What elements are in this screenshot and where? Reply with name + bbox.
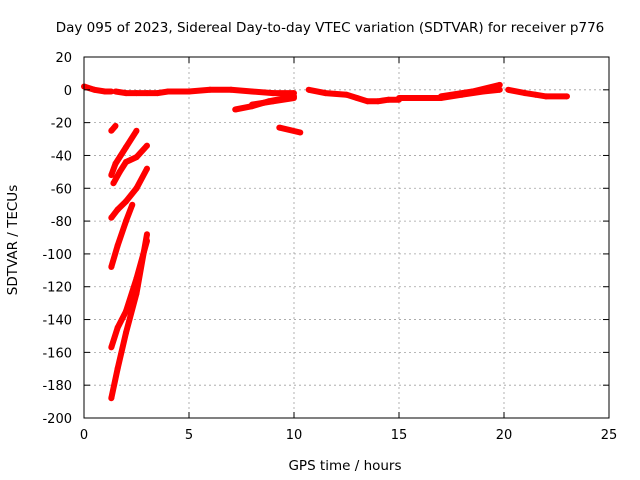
data-point	[469, 88, 476, 95]
data-point	[144, 231, 150, 238]
data-track-0	[83, 83, 112, 95]
data-point	[505, 86, 512, 93]
data-point	[322, 90, 329, 97]
data-point	[543, 93, 549, 100]
data-point	[144, 165, 150, 172]
data-point	[123, 308, 129, 315]
data-point	[270, 98, 276, 105]
data-point	[123, 218, 129, 225]
data-point	[249, 101, 255, 108]
data-point	[270, 90, 276, 97]
data-point	[496, 81, 503, 88]
data-point	[438, 93, 444, 100]
data-point	[385, 96, 392, 103]
y-tick-label: -20	[51, 117, 72, 132]
x-tick-label: 0	[80, 428, 88, 443]
data-point	[123, 144, 129, 151]
data-point	[133, 90, 140, 97]
data-point	[375, 98, 381, 105]
data-point	[102, 88, 108, 95]
x-tick-label: 20	[496, 428, 513, 443]
data-point	[564, 93, 570, 100]
data-point	[114, 365, 121, 372]
x-tick-label: 25	[601, 428, 618, 443]
y-tick-label: -40	[51, 149, 72, 164]
data-point	[114, 324, 121, 331]
axis-ticks: 0 5 10 15 20 25 20 0 -20 -40 -60 -80 -100 -120 -140 -16…	[42, 51, 617, 443]
data-point	[305, 86, 312, 93]
data-track-5	[308, 86, 399, 105]
y-tick-label: -80	[51, 215, 72, 230]
x-axis-label: GPS time / hours	[288, 458, 401, 474]
data-point	[207, 86, 213, 93]
x-tick-label: 10	[286, 428, 303, 443]
data-point	[276, 124, 283, 131]
x-tick-label: 15	[391, 428, 408, 443]
data-point	[91, 86, 98, 93]
chart-title: Day 095 of 2023, Sidereal Day-to-day VTE…	[56, 20, 605, 36]
y-tick-label: -60	[51, 182, 72, 197]
y-tick-label: -120	[42, 281, 72, 296]
data-track-10	[108, 129, 140, 177]
y-tick-label: -100	[42, 248, 72, 263]
data-point	[343, 91, 350, 98]
y-axis-label: SDTVAR / TECUs	[5, 185, 21, 295]
data-track-13	[108, 203, 136, 268]
y-tick-label: 0	[64, 84, 72, 99]
data-point	[112, 160, 119, 167]
data-point	[249, 88, 255, 95]
data-point	[228, 86, 234, 93]
data-point	[165, 88, 171, 95]
data-point	[232, 106, 239, 113]
data-point	[532, 91, 539, 98]
y-tick-label: -160	[42, 346, 72, 361]
data-point	[108, 214, 115, 221]
data-point	[108, 127, 115, 134]
data-point	[364, 98, 371, 105]
data-point	[108, 344, 115, 351]
data-track-1	[115, 86, 294, 97]
data-track-4	[278, 124, 301, 136]
data-point	[144, 90, 150, 97]
data-point	[354, 95, 360, 101]
y-tick-label: -180	[42, 379, 72, 394]
data-point	[522, 90, 528, 97]
y-tick-label: 20	[55, 51, 72, 66]
grid	[84, 57, 609, 418]
data-point	[186, 88, 192, 95]
data-point	[110, 180, 117, 187]
data-point	[133, 290, 140, 297]
data-point	[123, 159, 129, 165]
data-point	[133, 127, 140, 134]
data-point	[112, 88, 119, 95]
data-point	[108, 172, 115, 179]
data-point	[144, 142, 150, 149]
data-point	[112, 122, 119, 129]
data-point	[114, 242, 121, 249]
data-point	[417, 95, 423, 101]
y-tick-label: -140	[42, 314, 72, 329]
data-point	[133, 154, 140, 161]
data-point	[396, 95, 402, 101]
data-series	[81, 81, 570, 402]
data-point	[291, 95, 297, 101]
y-tick-label: -200	[42, 412, 72, 427]
data-point	[116, 168, 123, 175]
data-point	[133, 185, 140, 192]
data-point	[114, 206, 121, 213]
plot-frame	[83, 56, 610, 419]
data-point	[297, 129, 304, 136]
data-point	[129, 201, 136, 208]
data-point	[123, 90, 129, 97]
data-point	[108, 88, 115, 95]
data-point	[154, 90, 161, 97]
data-point	[108, 395, 115, 402]
data-point	[108, 264, 115, 270]
data-point	[123, 198, 129, 205]
x-tick-label: 5	[185, 428, 193, 443]
data-point	[123, 329, 129, 336]
